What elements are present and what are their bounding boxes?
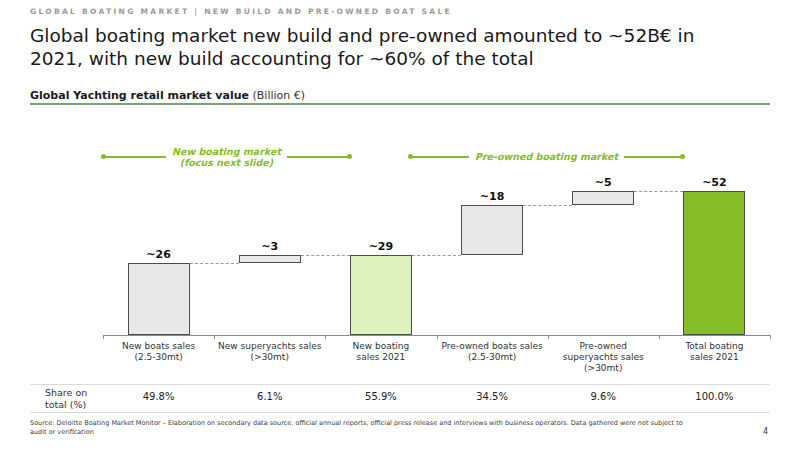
waterfall-bar — [239, 255, 301, 263]
category-label: New boats sales(2.5-30mt) — [103, 341, 214, 363]
share-row-separator-top — [30, 384, 770, 385]
source-note: Source: Deloitte Boating Market Monitor … — [30, 419, 700, 437]
bracket-label-new-market: New boating market (focus next slide) — [103, 146, 350, 168]
category-label: Pre-owned boats sales(2.5-30mt) — [437, 341, 548, 363]
bar-value-label: ~29 — [341, 240, 421, 253]
share-row-label: Share on total (%) — [45, 387, 87, 410]
waterfall-chart: ~26New boats sales(2.5-30mt)49.8%~3New s… — [0, 0, 800, 450]
category-label-line: New boating — [325, 341, 436, 352]
category-label-line: superyachts sales — [548, 352, 659, 363]
bracket-label-line: (focus next slide) — [172, 157, 281, 168]
waterfall-bar — [128, 263, 190, 335]
bar-value-label: ~18 — [452, 190, 532, 203]
axis-tick — [214, 335, 215, 339]
bracket-label-preowned-market: Pre-owned boating market — [410, 151, 683, 162]
share-value: 9.6% — [563, 391, 643, 402]
axis-tick — [325, 335, 326, 339]
bar-value-label: ~3 — [230, 240, 310, 253]
waterfall-bar — [350, 255, 412, 335]
share-value: 100.0% — [674, 391, 754, 402]
share-row-separator-bottom — [30, 412, 770, 413]
share-value: 49.8% — [119, 391, 199, 402]
category-label-line: (2.5-30mt) — [437, 352, 548, 363]
category-label-line: Total boating — [659, 341, 770, 352]
category-label-line: sales 2021 — [659, 352, 770, 363]
bar-value-label: ~52 — [674, 176, 754, 189]
bracket-label-text: New boating market (focus next slide) — [166, 146, 287, 168]
connector-line — [301, 255, 350, 256]
axis-tick — [548, 335, 549, 339]
axis-tick — [770, 335, 771, 339]
axis-tick — [659, 335, 660, 339]
bar-value-label: ~5 — [563, 176, 643, 189]
share-row-label-line: total (%) — [45, 399, 87, 411]
bar-value-label: ~26 — [119, 248, 199, 261]
share-value: 34.5% — [452, 391, 532, 402]
waterfall-bar — [572, 191, 634, 205]
connector-line — [412, 255, 461, 256]
axis-tick — [437, 335, 438, 339]
connector-line — [523, 205, 572, 206]
category-label: New superyachts sales(>30mt) — [214, 341, 325, 363]
category-label-line: New boats sales — [103, 341, 214, 352]
axis-tick — [103, 335, 104, 339]
slide: GLOBAL BOATING MARKET | NEW BUILD AND PR… — [0, 0, 800, 450]
category-label-line: (>30mt) — [548, 363, 659, 374]
bracket-label-line: New boating market — [172, 146, 281, 157]
category-label-line: Pre-owned — [548, 341, 659, 352]
waterfall-bar — [461, 205, 523, 255]
connector-line — [190, 263, 239, 264]
category-label: Total boatingsales 2021 — [659, 341, 770, 363]
share-value: 6.1% — [230, 391, 310, 402]
category-label-line: (>30mt) — [214, 352, 325, 363]
category-label-line: (2.5-30mt) — [103, 352, 214, 363]
category-label-line: sales 2021 — [325, 352, 436, 363]
connector-line — [634, 191, 683, 192]
bracket-label-text: Pre-owned boating market — [469, 151, 624, 162]
category-label: New boatingsales 2021 — [325, 341, 436, 363]
share-value: 55.9% — [341, 391, 421, 402]
category-label: Pre-ownedsuperyachts sales(>30mt) — [548, 341, 659, 374]
category-label-line: Pre-owned boats sales — [437, 341, 548, 352]
page-number: 4 — [763, 427, 768, 436]
share-row-label-line: Share on — [45, 387, 87, 399]
waterfall-bar — [683, 191, 745, 335]
bracket-label-line: Pre-owned boating market — [475, 151, 618, 162]
category-label-line: New superyachts sales — [214, 341, 325, 352]
